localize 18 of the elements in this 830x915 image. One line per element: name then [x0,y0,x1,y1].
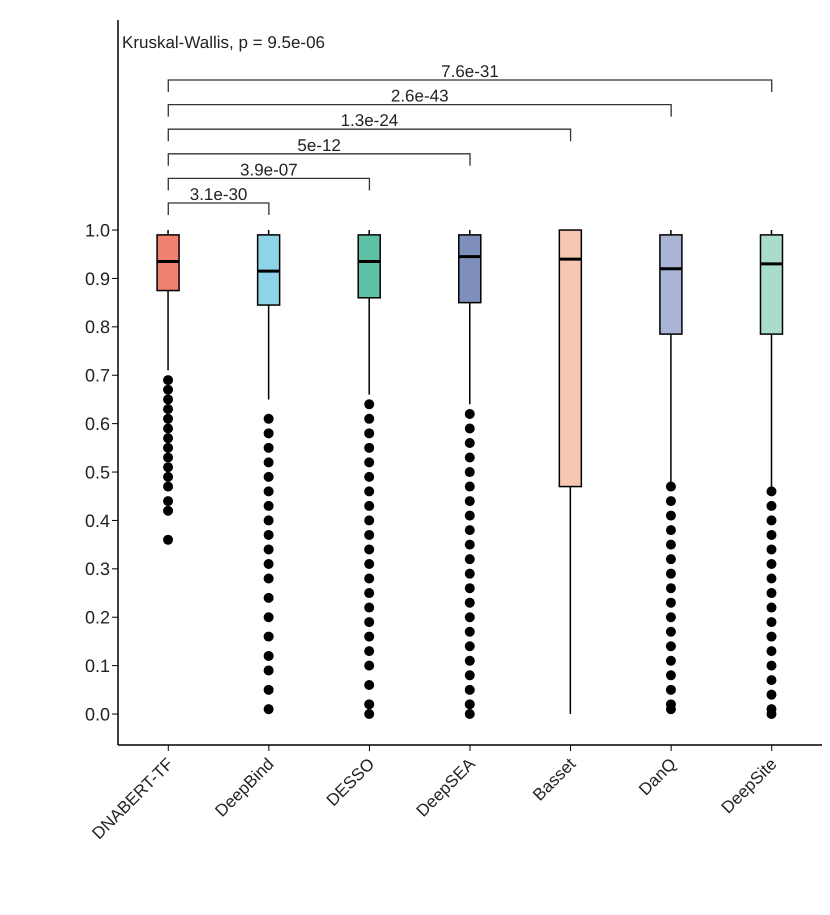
y-tick-label: 0.6 [84,414,110,434]
y-tick-label: 0.2 [84,608,110,628]
y-tick-label: 0.7 [84,366,110,386]
annotation: 7.6e-31 [441,62,499,81]
y-tick-label: 0.3 [84,559,110,580]
y-tick-label: 0.4 [84,510,110,531]
y-tick-label: 0.8 [84,317,110,338]
y-tick-label: 0.9 [84,268,110,289]
y-tick-label: 1.0 [84,220,110,240]
y-tick-label: 0.0 [84,704,110,724]
y-tick-label: 0.5 [84,462,110,482]
annotation: 3.1e-30 [190,185,248,204]
y-tick-label: 0.1 [84,656,110,676]
annotation: 2.6e-43 [390,86,449,106]
annotation: 1.3e-24 [340,111,398,130]
annotation: 3.9e-07 [240,160,298,180]
annotation: Kruskal-Wallis, p = 9.5e-06 [122,33,325,52]
annotation: 5e-12 [297,136,341,155]
